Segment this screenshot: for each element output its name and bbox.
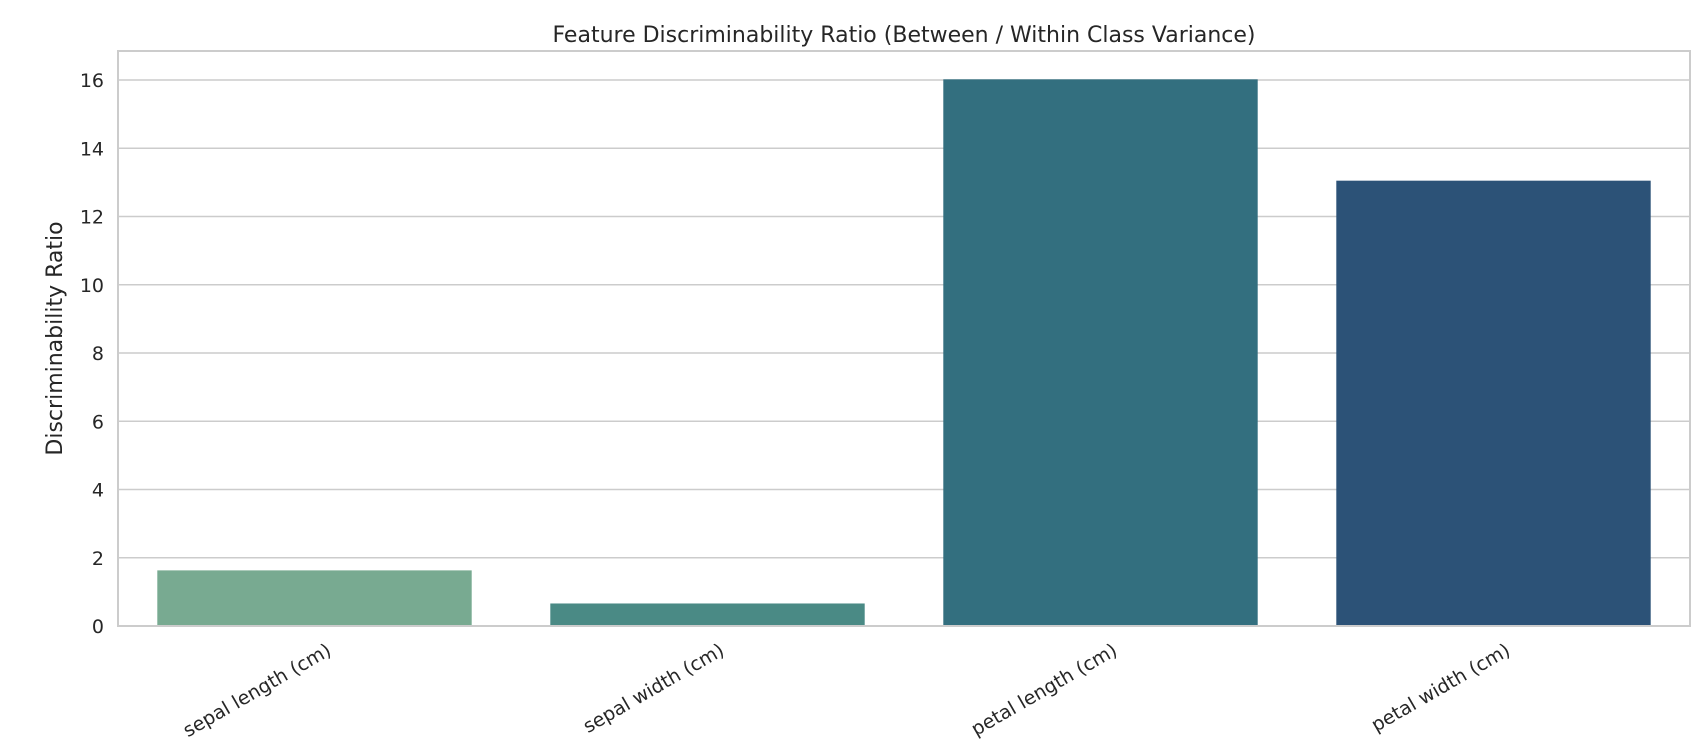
y-tick-label: 6	[92, 411, 104, 433]
y-tick-labels: 0 2 4 6 8 10 12 14 16	[80, 70, 104, 638]
y-tick-label: 14	[80, 138, 104, 160]
gridlines	[118, 79, 1690, 559]
x-tick-label: sepal length (cm)	[179, 639, 335, 742]
y-tick-label: 2	[92, 548, 104, 570]
y-tick-label: 8	[92, 343, 104, 365]
bar-petal-length-cm	[943, 79, 1258, 627]
y-axis-label: Discriminability Ratio	[43, 221, 68, 455]
y-tick-label: 16	[80, 70, 104, 92]
plot-frame	[117, 50, 1691, 627]
y-tick-label: 12	[80, 207, 104, 229]
x-tick-label: sepal width (cm)	[579, 639, 728, 737]
y-tick-label: 0	[92, 616, 104, 638]
y-tick-label: 4	[92, 480, 104, 502]
x-tick-labels: sepal length (cm) sepal width (cm) petal l…	[179, 639, 1514, 742]
y-tick-label: 10	[80, 275, 104, 297]
chart-title: Feature Discriminability Ratio (Between …	[552, 23, 1255, 48]
bar-sepal-length-cm	[157, 570, 472, 626]
bar-petal-width-cm	[1336, 180, 1651, 626]
bar-sepal-width-cm	[550, 603, 865, 626]
bars	[157, 79, 1651, 627]
x-tick-label: petal length (cm)	[967, 639, 1121, 740]
x-tick-label: petal width (cm)	[1368, 639, 1514, 736]
